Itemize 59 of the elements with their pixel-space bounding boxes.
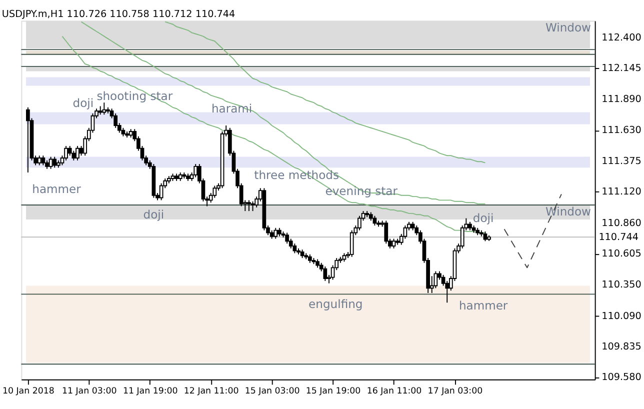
candlestick: [76, 145, 80, 161]
candlestick: [323, 266, 328, 282]
y-tick-label: 109.580: [602, 372, 642, 384]
x-tick-label: 17 Jan 03:00: [428, 386, 483, 396]
annotation: harami: [211, 101, 252, 116]
y-tick-label: 111.630: [602, 125, 642, 136]
candlestick: [48, 156, 53, 170]
annotation: doji: [143, 207, 164, 222]
y-tick-label: 110.350: [602, 279, 642, 290]
candlestick: [26, 106, 30, 173]
x-tick-label: 15 Jan 19:00: [306, 386, 361, 396]
candlestick: [102, 102, 106, 116]
candlestick: [52, 156, 57, 168]
x-tick-label: 16 Jan 11:00: [366, 386, 422, 396]
candlestick: [350, 230, 354, 258]
y-tick-label: 111.890: [602, 94, 642, 105]
candlestick: [72, 150, 76, 161]
y-tick-label: 111.120: [602, 186, 642, 198]
candlestick: [384, 220, 388, 244]
candlestick: [372, 215, 377, 226]
annotation: shooting star: [96, 88, 173, 103]
chart-title: USDJPY.m,H1 110.726 110.758 110.712 110.744: [2, 8, 236, 20]
candlestick: [41, 155, 46, 166]
candlestick: [114, 112, 118, 128]
candlestick: [194, 164, 198, 178]
y-tick-label: 110.090: [602, 310, 642, 322]
x-tick-label: 12 Jan 11:00: [184, 386, 239, 396]
band-label: Window: [545, 20, 591, 34]
x-tick-label: 11 Jan 03:00: [62, 386, 117, 396]
candlestick: [64, 145, 68, 161]
candlestick: [434, 270, 438, 289]
candlestick: [250, 200, 255, 212]
ref-line-label: 110.744: [598, 232, 638, 243]
annotation: hammer: [32, 182, 82, 196]
candlestick: [292, 243, 297, 254]
candlestick: [68, 145, 72, 156]
y-tick-label: 110.605: [602, 248, 642, 260]
y-tick-label: 110.860: [602, 218, 642, 229]
annotation: hammer: [458, 298, 508, 313]
y-tick-label: 111.375: [602, 156, 642, 167]
y-tick-label: 112.145: [602, 63, 642, 74]
candlestick: [37, 155, 42, 166]
candlestick: [483, 231, 488, 242]
annotation: engulfing: [308, 296, 363, 311]
candlestick: [212, 185, 217, 198]
x-tick-label: 15 Jan 03:00: [244, 386, 300, 396]
x-tick-label: 11 Jan 19:00: [122, 386, 178, 396]
candlestick: [358, 215, 362, 231]
annotation: doji: [472, 210, 494, 225]
candlestick: [285, 232, 289, 244]
candlestick: [247, 200, 251, 212]
x-tick-label: 10 Jan 2018: [2, 386, 54, 396]
candlestick: [392, 238, 396, 249]
candlestick: [159, 182, 164, 201]
y-tick-label: 109.835: [602, 342, 642, 353]
band-label: Window: [545, 204, 591, 219]
y-tick-label: 112.400: [602, 32, 642, 44]
candlestick: [274, 227, 278, 240]
annotation: doji: [72, 96, 94, 110]
